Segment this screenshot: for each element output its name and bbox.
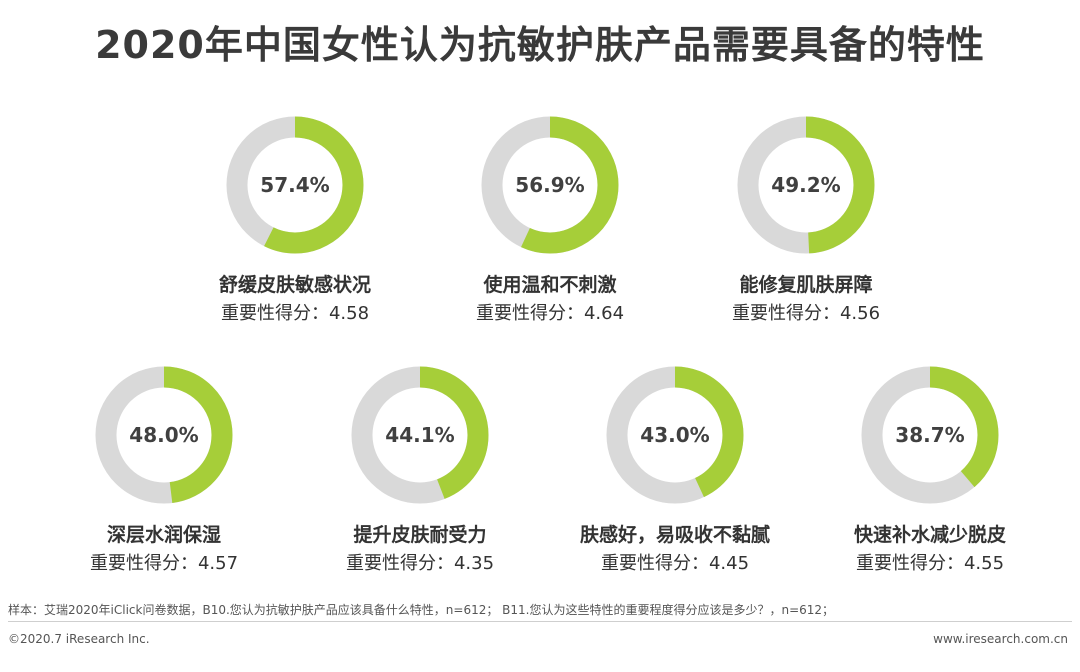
score-value: 4.58 <box>328 303 370 324</box>
donut-value-arc <box>737 116 875 254</box>
donut-item: 38.7% 快速补水减少脱皮 重要性得分：4.55 <box>800 360 1060 575</box>
chart-title: 2020年中国女性认为抗敏护肤产品需要具备的特性 <box>95 23 985 67</box>
category-label: 能修复肌肤屏障 <box>739 274 873 296</box>
score-prefix: 重要性得分： <box>89 553 198 574</box>
sample-footnote: 样本：艾瑞2020年iClick问卷数据，B10.您认为抗敏护肤产品应该具备什么… <box>8 603 835 617</box>
donut-chart: 49.2% <box>737 116 875 254</box>
donut-percent-label: 56.9% <box>515 173 584 197</box>
donut-value-arc <box>351 366 489 504</box>
donut-item: 49.2% 能修复肌肤屏障重要性得分：4.56 <box>676 110 936 325</box>
score-prefix: 重要性得分： <box>475 303 584 324</box>
donut-value-arc <box>861 366 999 504</box>
donut-percent-label: 48.0% <box>129 423 198 447</box>
importance-score: 重要性得分：4.58 <box>165 303 425 325</box>
donut-chart: 57.4% <box>226 116 364 254</box>
score-value: 4.56 <box>839 303 881 324</box>
footer-divider <box>8 621 1072 622</box>
category-label: 深层水润保湿 <box>106 524 221 546</box>
donut-percent-label: 44.1% <box>385 423 454 447</box>
donut-chart: 56.9% <box>481 116 619 254</box>
website-link[interactable]: www.iresearch.com.cn <box>933 632 1068 646</box>
donut-item: 43.0% 肤感好，易吸收不黏腻重要性得分：4.45 <box>545 360 805 575</box>
score-prefix: 重要性得分： <box>220 303 329 324</box>
importance-score: 重要性得分：4.55 <box>800 553 1060 575</box>
donut-value-arc <box>481 116 619 254</box>
copyright-text: ©2020.7 iResearch Inc. <box>8 632 150 646</box>
score-value: 4.55 <box>963 553 1005 574</box>
donut-value-arc <box>606 366 744 504</box>
score-prefix: 重要性得分： <box>855 553 964 574</box>
importance-score: 重要性得分：4.56 <box>676 303 936 325</box>
donut-item: 57.4% 舒缓皮肤敏感状况 重要性得分：4.58 <box>165 110 425 325</box>
importance-score: 重要性得分：4.64 <box>420 303 680 325</box>
score-value: 4.64 <box>583 303 625 324</box>
donut-percent-label: 38.7% <box>895 423 964 447</box>
donut-item: 56.9% 使用温和不刺激重要性得分：4.64 <box>420 110 680 325</box>
donut-chart: 44.1% <box>351 366 489 504</box>
donut-chart: 48.0% <box>95 366 233 504</box>
donut-value-arc <box>226 116 364 254</box>
importance-score: 重要性得分：4.35 <box>290 553 550 575</box>
score-value: 4.45 <box>708 553 750 574</box>
donut-item: 44.1% 提升皮肤耐受力重要性得分：4.35 <box>290 360 550 575</box>
category-label: 舒缓皮肤敏感状况 <box>218 274 371 296</box>
score-value: 4.35 <box>453 553 495 574</box>
score-prefix: 重要性得分： <box>731 303 840 324</box>
score-prefix: 重要性得分： <box>345 553 454 574</box>
donut-chart: 43.0% <box>606 366 744 504</box>
score-value: 4.57 <box>197 553 239 574</box>
donut-percent-label: 49.2% <box>771 173 840 197</box>
category-label: 提升皮肤耐受力 <box>353 524 487 546</box>
donut-chart: 38.7% <box>861 366 999 504</box>
importance-score: 重要性得分：4.45 <box>545 553 805 575</box>
donut-value-arc <box>95 366 233 504</box>
category-label: 肤感好，易吸收不黏腻 <box>579 524 770 546</box>
donut-percent-label: 57.4% <box>260 173 329 197</box>
importance-score: 重要性得分：4.57 <box>34 553 294 575</box>
score-prefix: 重要性得分： <box>600 553 709 574</box>
category-label: 快速补水减少脱皮 <box>853 524 1006 546</box>
category-label: 使用温和不刺激 <box>483 274 617 296</box>
donut-item: 48.0% 深层水润保湿重要性得分：4.57 <box>34 360 294 575</box>
donut-percent-label: 43.0% <box>640 423 709 447</box>
